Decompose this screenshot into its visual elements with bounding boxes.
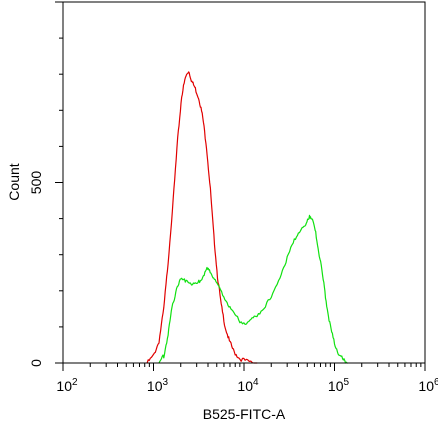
- y-axis-label: Count: [6, 163, 22, 200]
- series-line-1: [146, 71, 258, 364]
- x-tick-label: 105: [328, 377, 350, 394]
- x-tick-label: 102: [56, 377, 78, 394]
- y-tick-label: 500: [28, 171, 44, 195]
- x-tick-label: 106: [418, 377, 438, 394]
- series-line-2: [158, 214, 348, 364]
- y-tick-label: 0: [28, 359, 44, 367]
- x-tick-label: 104: [237, 377, 259, 394]
- series-layer: [146, 71, 348, 364]
- x-tick-label: 103: [147, 377, 169, 394]
- y-axis: 0 500: [28, 1, 63, 367]
- x-axis: 102 103 104 105 106: [56, 363, 438, 394]
- x-axis-label: B525-FITC-A: [203, 406, 286, 422]
